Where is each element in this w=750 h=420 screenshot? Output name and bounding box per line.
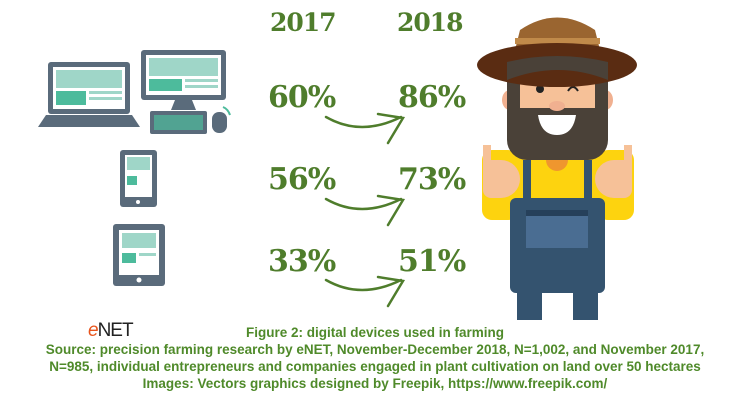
figure-title: Figure 2: digital devices used in farmin… bbox=[245, 325, 505, 340]
enet-logo: eNET bbox=[88, 320, 134, 341]
smartphones-2017-value: 56% bbox=[268, 162, 336, 197]
smartphone-icon bbox=[120, 150, 157, 207]
smartphones-2018-value: 73% bbox=[398, 162, 466, 197]
source-line-1: Source: precision farming research by eN… bbox=[45, 342, 705, 357]
year-2018-header: 2018 bbox=[397, 8, 464, 37]
tablet-icon bbox=[113, 224, 165, 286]
computers-2017-value: 60% bbox=[268, 80, 336, 115]
computers-2018-value: 86% bbox=[398, 80, 466, 115]
arrow-icon bbox=[324, 194, 406, 227]
arrow-icon bbox=[324, 112, 406, 145]
arrow-icon bbox=[324, 275, 406, 308]
images-credit: Images: Vectors graphics designed by Fre… bbox=[142, 376, 608, 391]
tablets-2017-value: 33% bbox=[268, 244, 336, 279]
mouse-icon bbox=[212, 106, 231, 133]
tablets-2018-value: 51% bbox=[398, 244, 466, 279]
laptop-icon bbox=[38, 62, 140, 127]
farmer-illustration bbox=[477, 17, 637, 320]
year-2017-header: 2017 bbox=[270, 8, 337, 37]
keyboard-icon bbox=[150, 111, 207, 134]
source-line-2: N=985, individual entrepreneurs and comp… bbox=[49, 359, 701, 374]
desktop-monitor-icon bbox=[141, 50, 226, 110]
